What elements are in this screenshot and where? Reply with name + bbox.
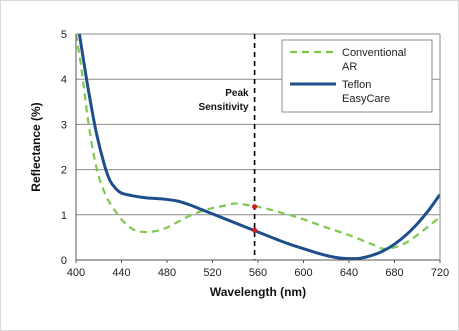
y-tick-label: 0 [61,255,67,267]
intersection-marker [251,227,258,233]
legend-label: EasyCare [342,93,390,105]
series-line-conventional-ar [76,34,440,250]
legend-label: Teflon [342,79,371,91]
peak-sensitivity-label: Sensitivity [199,102,249,113]
legend-label: AR [342,61,357,73]
y-tick-label: 2 [61,165,67,177]
x-tick-label: 680 [385,267,403,279]
x-tick-label: 400 [67,267,85,279]
annotation-layer: Peak Sensitivity [199,34,258,260]
y-tick-label: 4 [61,74,67,86]
y-tick-label: 3 [61,119,67,131]
intersection-marker [251,204,258,210]
y-tick-label: 1 [61,210,67,222]
x-tick-label: 520 [203,267,221,279]
x-tick-label: 600 [294,267,312,279]
x-tick-label: 480 [158,267,176,279]
x-axis-title: Wavelength (nm) [210,285,306,299]
x-tick-label: 640 [340,267,358,279]
y-tick-label: 5 [61,29,67,41]
legend-label: Conventional [342,47,406,59]
series-line-teflon-easycare [77,34,440,260]
tick-labels: 400 440 480 520 560 600 640 680 720 0 1 2 3 4 5 [61,29,449,279]
peak-sensitivity-label: Peak [225,88,249,99]
series-layer [76,34,440,260]
legend: Conventional AR Teflon EasyCare [281,39,433,113]
x-tick-label: 720 [431,267,449,279]
x-tick-label: 560 [249,267,267,279]
x-tick-label: 440 [112,267,130,279]
y-axis-title: Reflectance (%) [29,102,43,191]
